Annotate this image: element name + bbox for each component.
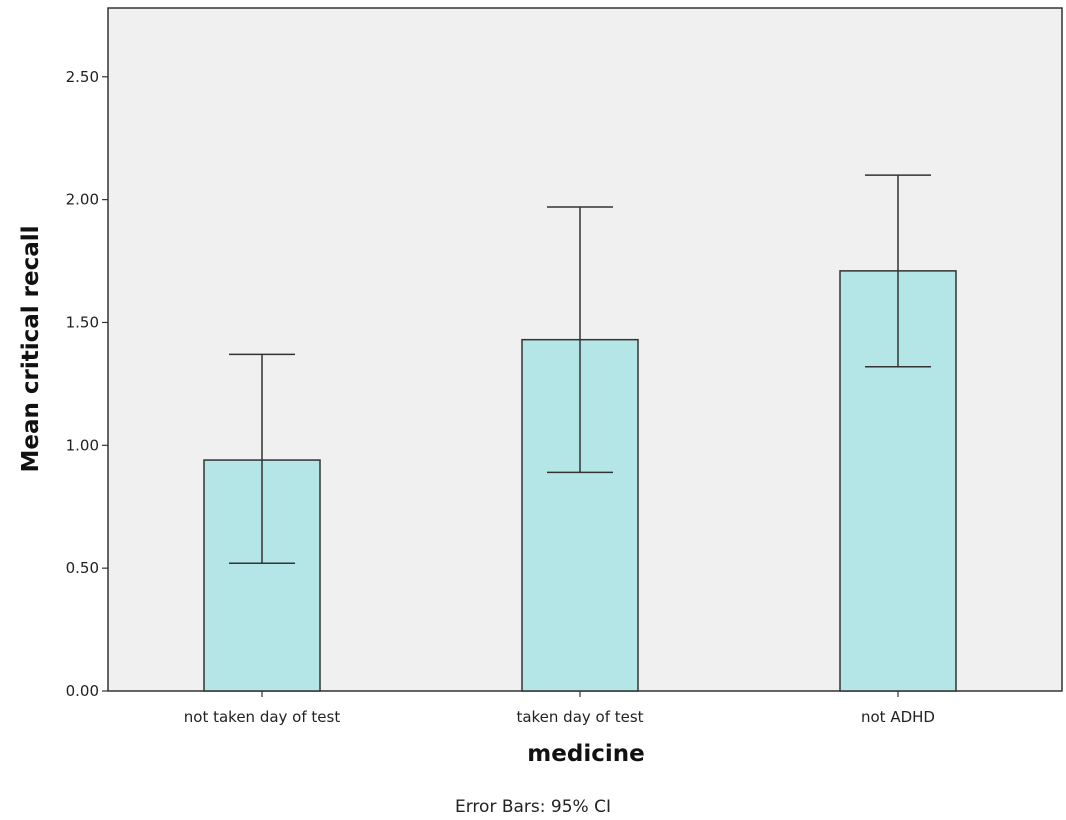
y-tick-label-1: 0.00 <box>66 682 99 700</box>
error-bars-footnote: Error Bars: 95% CI <box>455 797 611 817</box>
y-tick-label-3: 1.00 <box>66 436 99 454</box>
x-axis-title: medicine <box>527 741 644 767</box>
x-tick-label-1: not taken day of test <box>184 708 341 726</box>
y-tick-label-5: 2.00 <box>66 191 99 209</box>
y-tick-label-2: 0.50 <box>66 559 99 577</box>
error-bars-layer <box>229 174 931 564</box>
axes-layer: not taken day of test taken day of test no… <box>66 68 935 726</box>
y-axis-title: Mean critical recall <box>18 225 44 472</box>
x-tick-label-2: taken day of test <box>516 708 643 726</box>
y-tick-label-4: 1.50 <box>66 313 99 331</box>
y-tick-label-6: 2.50 <box>66 68 99 86</box>
x-tick-label-3: not ADHD <box>861 708 935 726</box>
